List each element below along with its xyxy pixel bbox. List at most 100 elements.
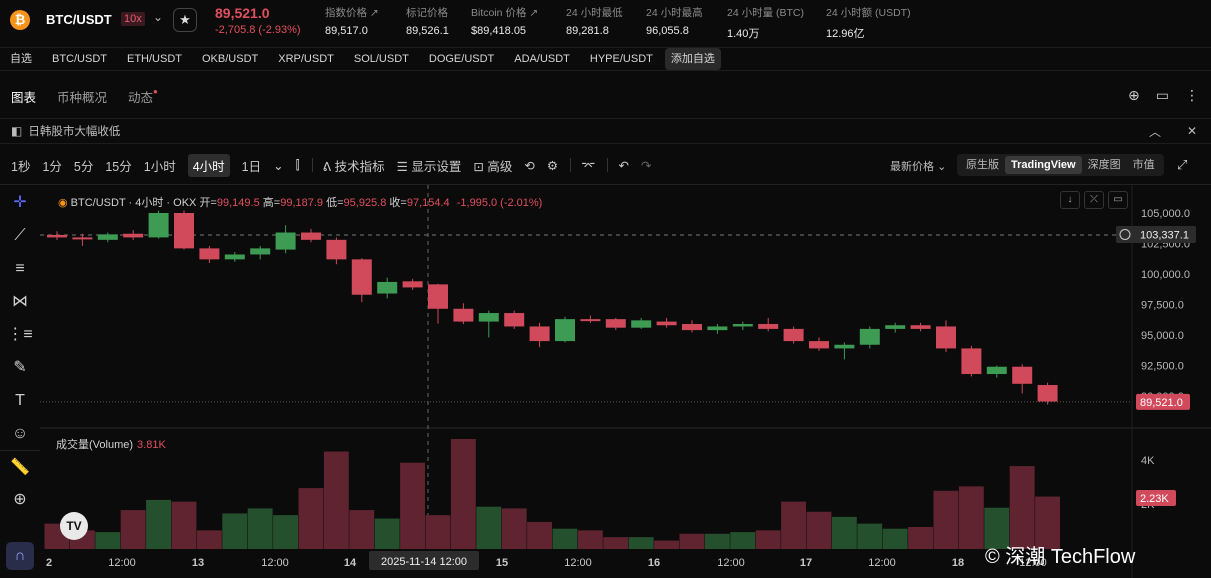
brush-icon[interactable]: ✎ <box>13 359 27 376</box>
collapse-icon[interactable]: ︿ <box>1148 124 1161 139</box>
time-tick-label: 13 <box>192 557 204 569</box>
interval-1d[interactable]: 1日 <box>241 159 262 174</box>
volume-bar <box>603 537 629 549</box>
interval-chevron-down-icon[interactable]: ⌄ <box>273 158 284 173</box>
emoji-icon[interactable]: ☺ <box>11 425 29 442</box>
candle-body <box>275 232 296 250</box>
time-tick-label: 14 <box>344 557 357 569</box>
move-down-icon[interactable]: ↓ <box>1060 191 1080 209</box>
pair-xrp-usdt[interactable]: XRP/USDT <box>278 53 334 65</box>
candle-style-icon[interactable]: ⫿ <box>295 157 300 172</box>
price-tick-label: 100,000.0 <box>1141 269 1190 281</box>
tradingview-logo: TV <box>60 512 88 540</box>
ruler-icon[interactable]: 📏 <box>0 450 40 483</box>
screenshot-icon[interactable]: ⌤ <box>581 158 596 173</box>
template-icon[interactable]: ⟲ <box>524 158 535 173</box>
horizontal-lines-icon[interactable]: ≡ <box>15 260 25 277</box>
candle-body <box>936 326 956 349</box>
symbol-title[interactable]: BTC/USDT <box>46 12 112 27</box>
add-watchlist-button[interactable]: 添加自选 <box>664 48 721 70</box>
news-ticker[interactable]: ◧ 日韩股市大幅收低 ︿ ✕ <box>0 118 1211 144</box>
legend-close-label: 收= <box>389 197 407 209</box>
volume-value: 3.81K <box>137 439 166 451</box>
news-text[interactable]: 日韩股市大幅收低 <box>28 126 121 138</box>
text-tool-icon[interactable]: T <box>15 392 25 409</box>
interval-1s[interactable]: 1秒 <box>11 159 31 174</box>
candle-body <box>326 239 347 260</box>
candle-body <box>834 344 855 349</box>
pair-btc-usdt[interactable]: BTC/USDT <box>52 53 107 65</box>
volume-bar <box>196 530 222 549</box>
volume-bar <box>831 516 857 549</box>
window-icon[interactable]: ▭ <box>1155 87 1169 103</box>
pair-okb-usdt[interactable]: OKB/USDT <box>202 53 259 65</box>
more-icon[interactable]: ⋮ <box>1185 87 1199 103</box>
fullscreen-icon[interactable]: ⤢ <box>1177 157 1188 172</box>
view-tradingview[interactable]: TradingView <box>1005 156 1082 174</box>
pattern-icon[interactable]: ⋈ <box>12 293 28 310</box>
crosshair-icon[interactable]: ✛ <box>13 194 27 211</box>
magnet-icon[interactable]: ∩ <box>6 542 34 570</box>
candle-body <box>986 366 1007 375</box>
fib-icon[interactable]: ⋮≡ <box>7 326 33 343</box>
legend-low: 95,925.8 <box>343 197 387 209</box>
latest-price-dropdown[interactable]: 最新价格 ⌄ <box>890 158 946 174</box>
pair-eth-usdt[interactable]: ETH/USDT <box>127 53 182 65</box>
collapse-pane-icon[interactable]: ⤫ <box>1084 191 1104 209</box>
candle-body <box>174 213 194 249</box>
candle-body <box>961 348 982 375</box>
interval-4h[interactable]: 4小时 <box>187 153 230 177</box>
stat-24h-high: 24 小时最高 96,055.8 <box>646 7 703 37</box>
maximize-pane-icon[interactable]: ▭ <box>1108 191 1128 209</box>
tab-coin-overview[interactable]: 币种概况 <box>57 90 108 105</box>
display-settings-button[interactable]: ☰ 显示设置 <box>397 156 462 175</box>
favorite-star-button[interactable]: ★ <box>173 8 197 32</box>
view-depth[interactable]: 深度图 <box>1087 159 1121 171</box>
candle-body <box>707 326 728 331</box>
price-tick-label: 95,000.0 <box>1141 330 1184 342</box>
candle-body <box>377 281 398 294</box>
close-icon[interactable]: ✕ <box>1186 124 1197 138</box>
time-tick-label: 12:00 <box>868 557 896 569</box>
advanced-button[interactable]: ⊡ 高级 <box>473 156 512 175</box>
chart-area[interactable] <box>0 184 1211 578</box>
legend-title: BTC/USDT · 4小时 · OKX <box>70 197 197 209</box>
chart-pane-controls: ↓ ⤫ ▭ <box>1060 191 1128 209</box>
interval-15m[interactable]: 15分 <box>105 159 132 174</box>
settings-icon[interactable]: ⚙ <box>546 158 559 173</box>
view-market-cap[interactable]: 市值 <box>1132 159 1155 171</box>
tab-chart[interactable]: 图表 <box>11 90 37 105</box>
pair-sol-usdt[interactable]: SOL/USDT <box>353 53 409 65</box>
volume-bar <box>476 506 502 549</box>
redo-icon[interactable]: ↷ <box>640 158 652 173</box>
time-tick-label: 2 <box>46 557 52 569</box>
stat-24h-low: 24 小时最低 89,281.8 <box>566 7 623 37</box>
stat-mark-price: 标记价格 89,526.1 <box>406 7 449 37</box>
chevron-down-icon[interactable]: ⌄ <box>153 10 164 24</box>
volume-bar <box>425 515 451 549</box>
stat-24h-volume-btc: 24 小时量 (BTC) 1.40万 <box>727 7 805 40</box>
interval-5m[interactable]: 5分 <box>73 159 94 174</box>
pair-doge-usdt[interactable]: DOGE/USDT <box>428 53 495 65</box>
divider <box>570 158 572 172</box>
chart-toolbar: 1秒 1分 5分 15分 1小时 4小时 1日 ⌄ ⫿ ᕕ 技术指标 ☰ 显示设… <box>11 153 1211 177</box>
pair-hype-usdt[interactable]: HYPE/USDT <box>589 53 653 65</box>
indicators-button[interactable]: ᕕ 技术指标 <box>323 156 385 175</box>
view-native[interactable]: 原生版 <box>966 159 999 171</box>
tab-feed[interactable]: 动态● <box>128 87 158 106</box>
interval-1m[interactable]: 1分 <box>42 159 62 174</box>
price-tick-label: 97,500.0 <box>1141 300 1184 312</box>
pair-watchlist[interactable]: 自选 <box>10 53 32 65</box>
add-alert-icon[interactable]: ⊕ <box>1128 87 1140 103</box>
pair-ada-usdt[interactable]: ADA/USDT <box>514 53 570 65</box>
candle-body <box>478 313 499 322</box>
interval-1h[interactable]: 1小时 <box>143 159 176 174</box>
undo-icon[interactable]: ↶ <box>618 158 629 173</box>
volume-bar <box>882 528 908 549</box>
zoom-in-icon[interactable]: ⊕ <box>13 491 27 508</box>
volume-bar <box>400 462 425 549</box>
volume-bar <box>120 510 146 549</box>
legend-change: -1,995.0 (-2.01%) <box>456 197 543 209</box>
trendline-icon[interactable]: ⟋ <box>14 227 26 244</box>
